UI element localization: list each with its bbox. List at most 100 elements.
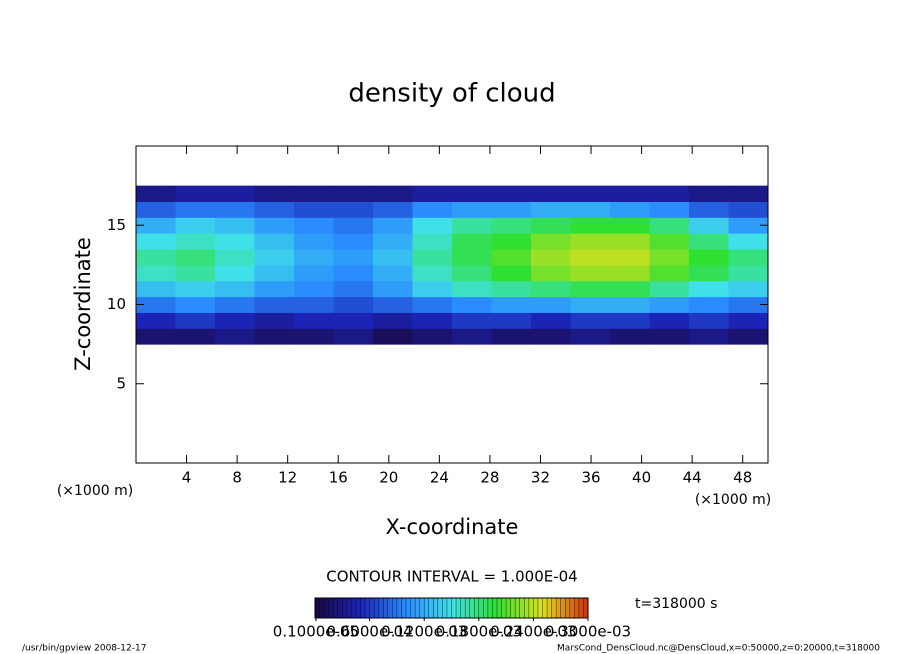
cell — [452, 264, 492, 282]
cell — [294, 201, 334, 218]
cell — [373, 201, 413, 218]
contour-interval: CONTOUR INTERVAL = 1.000E-04 — [326, 568, 577, 586]
cell — [649, 280, 690, 298]
cell — [452, 185, 492, 202]
cell — [294, 312, 334, 329]
colorbar-stripe — [392, 598, 398, 618]
cell — [570, 328, 611, 345]
cell — [254, 201, 295, 218]
cell — [215, 233, 255, 250]
colorbar-stripe — [542, 598, 548, 618]
cell — [728, 280, 769, 298]
cell — [728, 217, 769, 234]
cell — [452, 328, 492, 345]
cell — [570, 312, 611, 329]
footer-left: /usr/bin/gpview 2008-12-17 — [22, 644, 146, 654]
cell — [491, 233, 532, 250]
cell — [570, 201, 611, 218]
cell — [491, 264, 532, 282]
colorbar-stripe — [547, 598, 552, 618]
cell — [610, 201, 650, 218]
cell — [570, 296, 611, 313]
colorbar-stripe — [456, 598, 461, 618]
cell — [610, 264, 650, 282]
cell — [491, 201, 532, 218]
colorbar-stripe — [324, 598, 329, 618]
cell — [491, 328, 532, 345]
cell — [610, 280, 650, 298]
cell — [531, 201, 571, 218]
cell — [610, 312, 650, 329]
cell — [610, 233, 650, 250]
colorbar-stripe — [501, 598, 507, 618]
cell — [491, 217, 532, 234]
cell — [452, 249, 492, 266]
cell — [491, 280, 532, 298]
cell — [452, 280, 492, 298]
cell — [412, 296, 453, 313]
cell — [254, 296, 295, 313]
x-tick-label: 32 — [531, 469, 550, 487]
colorbar-tick-label: 0.1800e-03 — [436, 623, 522, 641]
x-tick-label: 24 — [430, 469, 449, 487]
cell — [333, 217, 374, 234]
cell — [649, 217, 690, 234]
cell — [452, 233, 492, 250]
colorbar-stripe — [569, 598, 575, 618]
cell — [215, 328, 255, 345]
colorbar-stripe — [446, 598, 452, 618]
cell — [373, 328, 413, 345]
cell — [136, 217, 176, 234]
y-tick-label: 5 — [116, 374, 126, 392]
y-tick-label: 10 — [107, 295, 126, 313]
cell — [373, 296, 413, 313]
cell — [136, 296, 176, 313]
colorbar-stripe — [342, 598, 348, 618]
colorbar-stripe — [328, 598, 334, 618]
y-axis-label: Z-coordinate — [71, 237, 95, 371]
cell — [373, 312, 413, 329]
cell — [452, 217, 492, 234]
colorbar-stripe — [410, 598, 416, 618]
x-tick-label: 16 — [329, 469, 348, 487]
cell — [215, 249, 255, 266]
cell — [728, 264, 769, 282]
cell — [649, 185, 690, 202]
colorbar-stripe — [346, 598, 352, 618]
cell — [689, 249, 729, 266]
cell — [570, 249, 611, 266]
colorbar-stripe — [478, 598, 484, 618]
colorbar-stripe — [383, 598, 389, 618]
cell — [412, 264, 453, 282]
cell — [175, 312, 216, 329]
cell — [294, 185, 334, 202]
cell — [649, 264, 690, 282]
cell — [215, 280, 255, 298]
cell — [333, 280, 374, 298]
colorbar-stripe — [387, 598, 393, 618]
cell — [570, 280, 611, 298]
cell — [649, 296, 690, 313]
colorbar-stripe — [315, 598, 320, 618]
colorbar-stripe — [510, 598, 516, 618]
cell — [531, 233, 571, 250]
colorbar-stripe — [519, 598, 525, 618]
cell — [175, 249, 216, 266]
cell — [333, 233, 374, 250]
cell — [610, 217, 650, 234]
cell — [412, 328, 453, 345]
cell — [254, 312, 295, 329]
y-unit: (×1000 m) — [57, 483, 133, 499]
cell — [333, 328, 374, 345]
cell — [136, 328, 176, 345]
cell — [728, 312, 769, 329]
colorbar-stripe — [437, 598, 443, 618]
cell — [333, 312, 374, 329]
cell — [175, 201, 216, 218]
cell — [531, 249, 571, 266]
cell — [136, 201, 176, 218]
cell — [136, 249, 176, 266]
cell — [175, 233, 216, 250]
cell — [728, 328, 769, 345]
cell — [649, 201, 690, 218]
